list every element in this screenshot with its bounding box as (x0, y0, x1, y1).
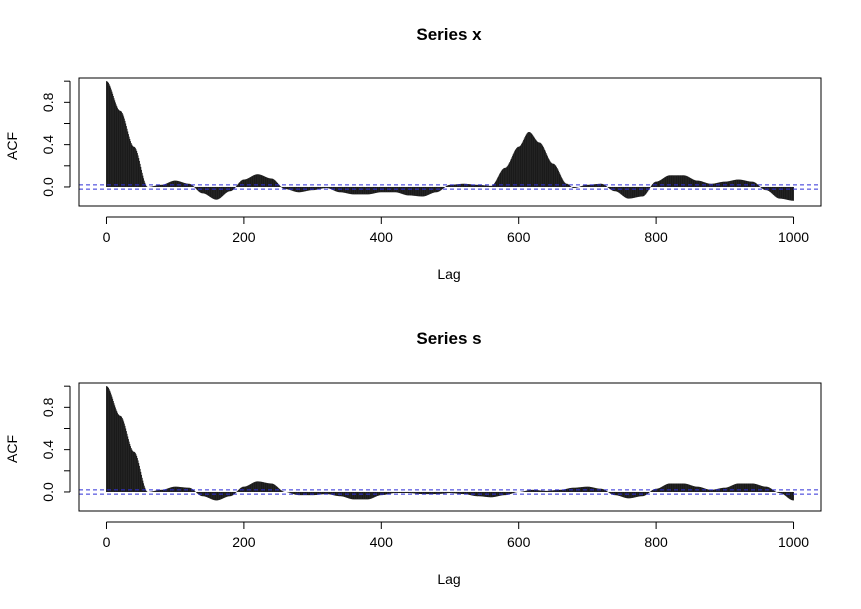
x-tick-label: 200 (232, 534, 256, 550)
y-tick-label: 0.8 (40, 92, 56, 112)
x-tick-label: 800 (644, 534, 668, 550)
acf-panel-series-x: Series x Lag ACF 0 200 400 600 800 1000 0.0 0.4… (4, 25, 822, 282)
x-axis-label: Lag (437, 266, 460, 282)
chart-title: Series x (416, 25, 482, 44)
y-axis-label: ACF (4, 435, 20, 463)
x-axis-label: Lag (437, 571, 460, 587)
x-tick-label: 0 (103, 534, 111, 550)
plot-frame (78, 382, 822, 512)
x-tick-label: 400 (370, 534, 394, 550)
y-tick-label: 0.4 (40, 440, 56, 460)
x-tick-label: 1000 (778, 229, 809, 245)
y-tick-label: 0.4 (40, 135, 56, 155)
acf-panel-series-s: Series s Lag ACF 0 200 400 600 800 1000 0.0 0.4… (4, 329, 822, 587)
x-tick-label: 800 (644, 229, 668, 245)
plot-frame (78, 77, 822, 207)
chart-title: Series s (416, 329, 481, 348)
x-tick-label: 0 (103, 229, 111, 245)
x-tick-label: 400 (370, 229, 394, 245)
x-tick-label: 200 (232, 229, 256, 245)
y-tick-label: 0.0 (40, 482, 56, 502)
y-tick-label: 0.0 (40, 177, 56, 197)
x-tick-label: 1000 (778, 534, 809, 550)
y-tick-label: 0.8 (40, 397, 56, 417)
acf-bars (106, 81, 794, 201)
x-tick-label: 600 (507, 229, 531, 245)
acf-bars (106, 386, 794, 501)
y-axis-label: ACF (4, 132, 20, 160)
x-tick-label: 600 (507, 534, 531, 550)
